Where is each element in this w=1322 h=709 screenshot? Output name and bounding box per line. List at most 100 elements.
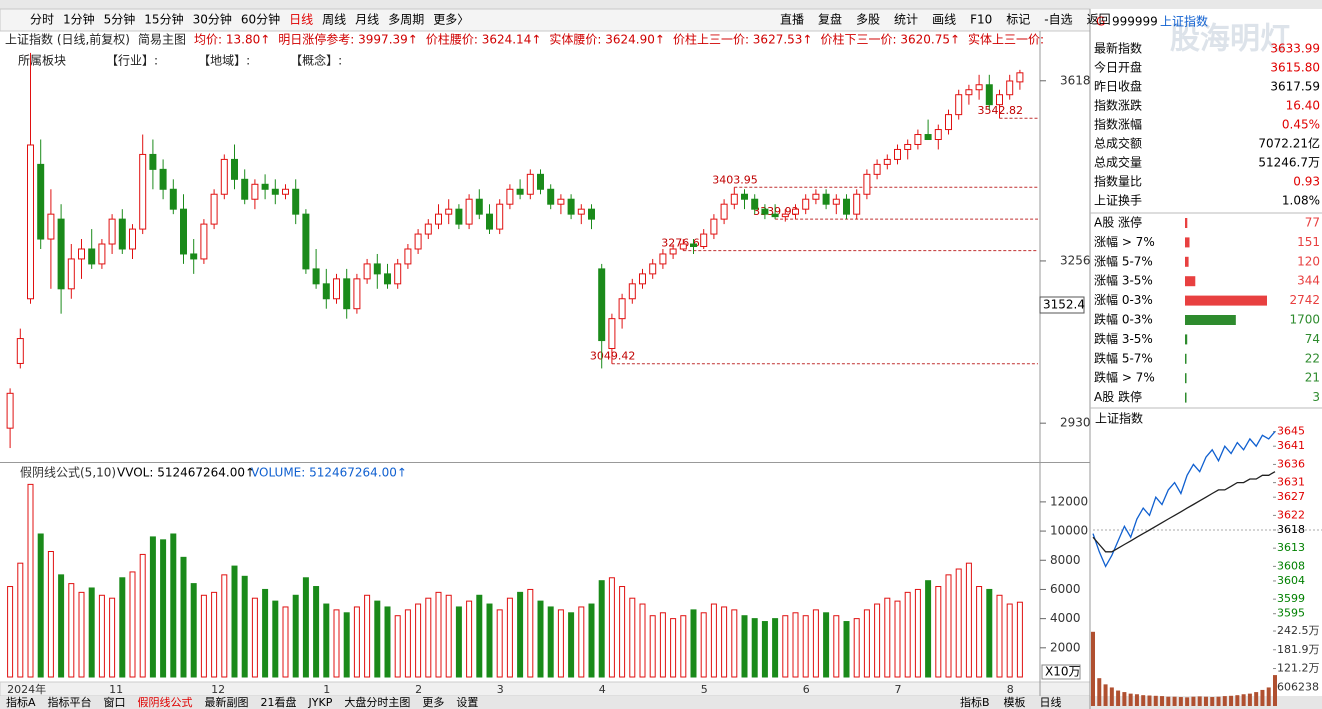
volume-bar [262,588,269,678]
code: 999999 [1112,15,1158,29]
bottom-tab[interactable]: 更多 [422,695,444,709]
tool-button[interactable]: 统计 [894,13,918,27]
period-tab[interactable]: 更多〉 [433,13,469,27]
quote-value: 0.45% [1282,118,1320,132]
period-tab[interactable]: 60分钟 [241,12,280,27]
volume-bar [700,612,707,678]
breadth-label: 跌幅 5-7% [1094,350,1153,365]
quote-value: 3615.80 [1270,61,1320,75]
tool-button[interactable]: 复盘 [818,12,842,27]
volume-bar [863,609,870,678]
y-tick-label: 2930 [1060,416,1091,430]
bottom-tab[interactable]: 21看盘 [261,695,297,709]
bottom-tab[interactable]: 最新副图 [205,695,249,709]
breadth-bar [1185,392,1187,403]
bottom-tab[interactable]: JYKP [308,696,333,709]
period-tab[interactable]: 周线 [322,13,346,27]
bottom-tab[interactable]: 指标A [6,695,36,709]
tool-button[interactable]: 多股 [856,13,880,27]
bottom-tab[interactable]: 指标平台 [48,695,92,709]
period-tab[interactable]: 分时 [30,13,54,27]
quote-value: 0.93 [1293,175,1320,189]
date-axis [0,681,1091,697]
period-tab[interactable]: 多周期 [388,13,424,27]
y-tick-label: 3641 [1277,439,1305,452]
candle-body [516,188,524,195]
candle-body [424,223,432,235]
top-strip [0,0,1322,9]
vvol: VVOL: 512467264.00↑ [117,466,255,480]
quote-label: 指数涨幅 [1094,117,1142,132]
period-tab[interactable]: 15分钟 [144,12,183,27]
date-label: 8 [1007,683,1014,696]
tool-button[interactable]: -自选 [1044,13,1072,27]
volume-bar [302,577,309,678]
breadth-label: 跌幅 0-3% [1094,312,1153,327]
intraday-volume [1197,696,1202,706]
tool-button[interactable]: 直播 [780,13,804,27]
quote-label: 上证换手 [1094,194,1142,208]
period-tab[interactable]: 日线 [289,13,313,27]
volume-bar [914,588,921,678]
volume-bar [710,603,717,678]
tool-button[interactable]: 返回 [1087,13,1111,27]
volume-bar [160,539,167,678]
breadth-bar [1185,373,1187,384]
intraday-volume [1109,687,1114,706]
intraday-volume [1091,631,1095,706]
bottom-tab[interactable]: 设置 [456,696,478,709]
volume-bar [364,594,371,678]
candle-body [261,183,269,190]
breadth-bar [1185,334,1188,345]
candle-body [985,84,993,106]
candle-body [955,94,963,116]
period-tab[interactable]: 月线 [355,13,379,27]
volume-bar [506,597,513,678]
date-label: 2024年 [7,682,46,696]
candle-body [628,283,636,300]
candle-body [547,188,555,205]
period-tab[interactable]: 5分钟 [104,12,136,27]
candle-body [700,233,708,248]
volume-bar [88,587,95,678]
bottom-tab[interactable]: 大盘分时主图 [344,695,410,709]
candle-body [608,318,616,350]
bottom-tab[interactable]: 假阴线公式 [138,695,193,709]
bottom-tab[interactable]: 日线 [1040,695,1062,709]
bottom-tab[interactable]: 指标B [960,695,990,709]
y-tick-label: 3604 [1277,574,1305,587]
candle-body [822,193,830,205]
volume-bar [7,586,14,678]
sector-label: 【地域】: [198,54,250,68]
v-tick-label: 181.9万 [1277,643,1320,656]
candle-body [669,248,677,255]
volume-bar [78,591,85,678]
period-tab[interactable]: 1分钟 [63,12,95,27]
tool-button[interactable]: 标记 [1006,13,1030,27]
tool-button[interactable]: 画线 [932,13,956,27]
intraday-price-line [1092,431,1276,568]
period-tab[interactable]: 30分钟 [193,12,232,27]
candle-body [557,198,565,205]
volume-bar [149,536,156,678]
index-name: 上证指数 [1160,14,1208,29]
quote-label: 最新指数 [1094,41,1142,56]
breadth-bar [1185,353,1187,364]
candle-body [730,193,738,205]
breadth-count: 3 [1312,390,1320,404]
volume-bar [455,606,462,678]
bottom-tab[interactable]: 模板 [1004,695,1026,709]
volume-bar [404,609,411,678]
volume-bar [812,609,819,678]
breadth-label: A股 跌停 [1094,389,1142,404]
candle-body [333,278,340,300]
volume-bar [649,615,656,678]
candle-body [394,263,402,285]
date-label: 11 [109,683,123,696]
intraday-volume [1147,695,1152,706]
volume-bar [761,621,768,678]
tool-button[interactable]: F10 [970,13,992,27]
intraday-volume [1260,689,1265,706]
bottom-tab[interactable]: 窗口 [104,695,126,709]
